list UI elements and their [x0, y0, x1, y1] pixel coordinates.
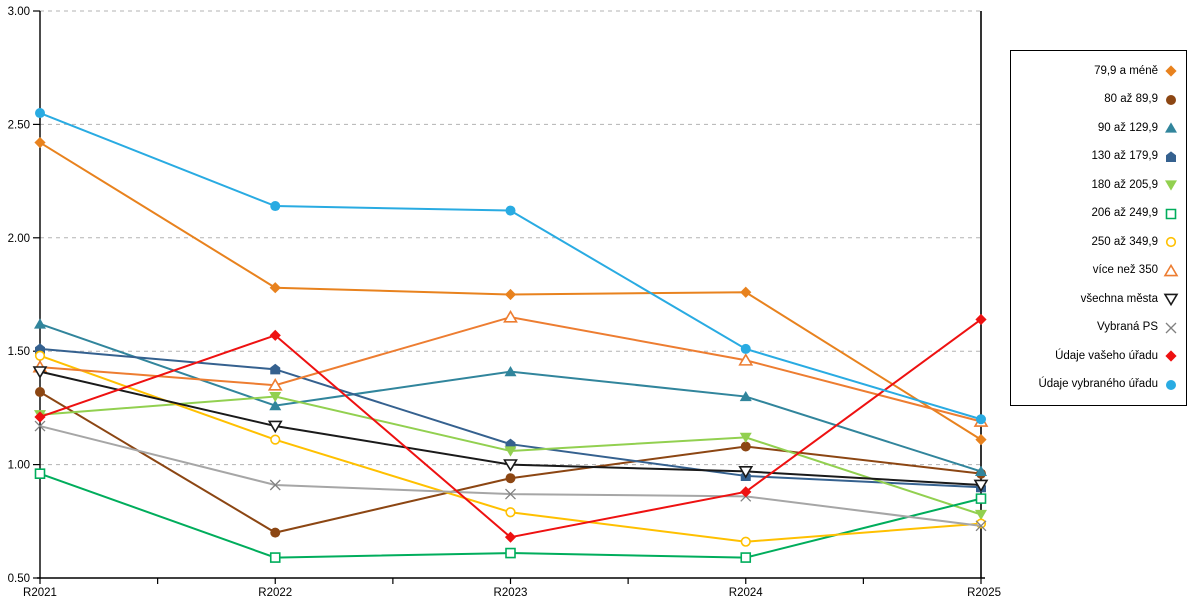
data-point-marker — [975, 465, 987, 477]
data-point-marker — [505, 547, 516, 559]
x-tick-label: R2023 — [494, 587, 528, 599]
legend-marker-icon — [1165, 350, 1177, 362]
data-point-marker — [740, 286, 752, 298]
data-point-marker — [34, 350, 46, 361]
data-point-marker — [32, 366, 48, 379]
data-point-marker — [269, 552, 281, 563]
data-point-marker — [739, 432, 752, 443]
data-point-marker — [504, 366, 517, 377]
x-tick-label: R2022 — [258, 587, 292, 599]
legend-item-label: 79,9 a méně — [1094, 64, 1158, 77]
legend-item: 206 až 249,9 — [1011, 206, 1186, 222]
data-point-marker — [738, 466, 754, 479]
data-point-marker — [270, 527, 281, 538]
legend-item-label: Vybraná PS — [1097, 321, 1158, 333]
data-point-marker — [505, 488, 516, 500]
data-point-marker — [35, 387, 45, 398]
data-point-marker — [267, 420, 283, 434]
legend-item-label: 250 až 349,9 — [1091, 235, 1158, 248]
data-point-marker — [505, 205, 516, 216]
data-point-marker — [503, 459, 518, 472]
data-point-marker — [270, 201, 281, 212]
data-point-marker — [35, 108, 45, 119]
data-point-marker — [269, 479, 281, 491]
y-tick-label: 0.50 — [8, 573, 30, 585]
x-tick-label: R2024 — [729, 587, 763, 599]
legend-item: Údaje vybraného úřadu — [1011, 377, 1186, 393]
legend-item-label: 80 až 89,9 — [1104, 93, 1158, 105]
data-point-marker — [975, 520, 987, 532]
legend-item: více než 350 — [1011, 263, 1186, 279]
legend-item: 250 až 349,9 — [1011, 234, 1186, 250]
data-point-marker — [504, 446, 517, 457]
data-point-marker — [34, 420, 46, 432]
legend-marker-icon — [1163, 263, 1179, 277]
legend-marker-icon — [1166, 379, 1176, 390]
legend-item-label: Údaje vybraného úřadu — [1038, 378, 1158, 390]
data-point-marker — [975, 313, 987, 326]
y-tick-label: 1.50 — [8, 346, 30, 358]
data-point-marker — [34, 468, 46, 479]
legend-item: všechna města — [1011, 291, 1186, 307]
y-tick-label: 2.50 — [8, 119, 30, 131]
y-tick-label: 3.00 — [8, 6, 30, 18]
x-tick-label: R2025 — [967, 587, 1001, 599]
legend-marker-icon — [1165, 208, 1177, 220]
data-point-marker — [34, 318, 46, 329]
data-point-marker — [269, 329, 281, 341]
data-point-marker — [269, 282, 281, 294]
legend-item: Vybraná PS — [1011, 320, 1186, 336]
data-point-marker — [975, 434, 987, 446]
legend-item: 90 až 129,9 — [1011, 120, 1186, 136]
legend-marker-icon — [1165, 322, 1177, 334]
data-point-marker — [504, 288, 517, 301]
legend-marker-icon — [1165, 180, 1177, 191]
data-point-marker — [270, 363, 281, 375]
legend-item-label: Údaje vašeho úřadu — [1055, 349, 1158, 362]
y-tick-label: 2.00 — [8, 233, 30, 245]
data-point-marker — [35, 343, 45, 354]
legend-marker-icon — [1165, 65, 1177, 77]
data-point-marker — [740, 343, 751, 354]
data-point-marker — [740, 552, 752, 563]
legend-box: 79,9 a méně 80 až 89,9 90 až 129,9 130 až 1… — [1010, 50, 1187, 406]
data-point-marker — [34, 411, 46, 423]
legend-item: 130 až 179,9 — [1011, 149, 1186, 165]
data-point-marker — [270, 434, 281, 445]
y-tick-label: 1.00 — [8, 460, 30, 472]
data-point-marker — [505, 473, 516, 484]
legend-item: Údaje vašeho úřadu — [1011, 348, 1186, 364]
legend-item: 79,9 a méně — [1011, 63, 1186, 79]
data-point-marker — [505, 507, 516, 518]
legend-item-label: 90 až 129,9 — [1097, 121, 1158, 134]
x-tick-label: R2021 — [23, 587, 57, 599]
legend-item-label: 130 až 179,9 — [1091, 150, 1158, 162]
data-point-marker — [269, 400, 282, 411]
data-point-marker — [738, 353, 754, 366]
legend-marker-icon — [1166, 151, 1176, 162]
data-point-marker — [269, 391, 282, 403]
data-point-marker — [740, 536, 751, 547]
data-point-marker — [503, 310, 518, 323]
legend-item-label: 206 až 249,9 — [1091, 207, 1158, 219]
data-point-marker — [975, 493, 987, 504]
legend-marker-icon — [1166, 94, 1176, 105]
legend-marker-icon — [1163, 293, 1179, 307]
legend-item-label: více než 350 — [1092, 264, 1158, 276]
legend-item: 80 až 89,9 — [1011, 92, 1186, 108]
data-point-marker — [975, 509, 987, 521]
legend-item: 180 až 205,9 — [1011, 177, 1186, 193]
data-point-marker — [976, 414, 986, 425]
legend-item-label: 180 až 205,9 — [1091, 178, 1158, 191]
data-point-marker — [973, 479, 989, 493]
data-point-marker — [740, 441, 751, 452]
legend-item-label: všechna města — [1080, 292, 1158, 305]
data-point-marker — [739, 390, 752, 402]
data-point-marker — [34, 136, 46, 149]
data-point-marker — [267, 378, 283, 391]
legend-marker-icon — [1165, 122, 1177, 133]
legend-marker-icon — [1165, 237, 1177, 248]
